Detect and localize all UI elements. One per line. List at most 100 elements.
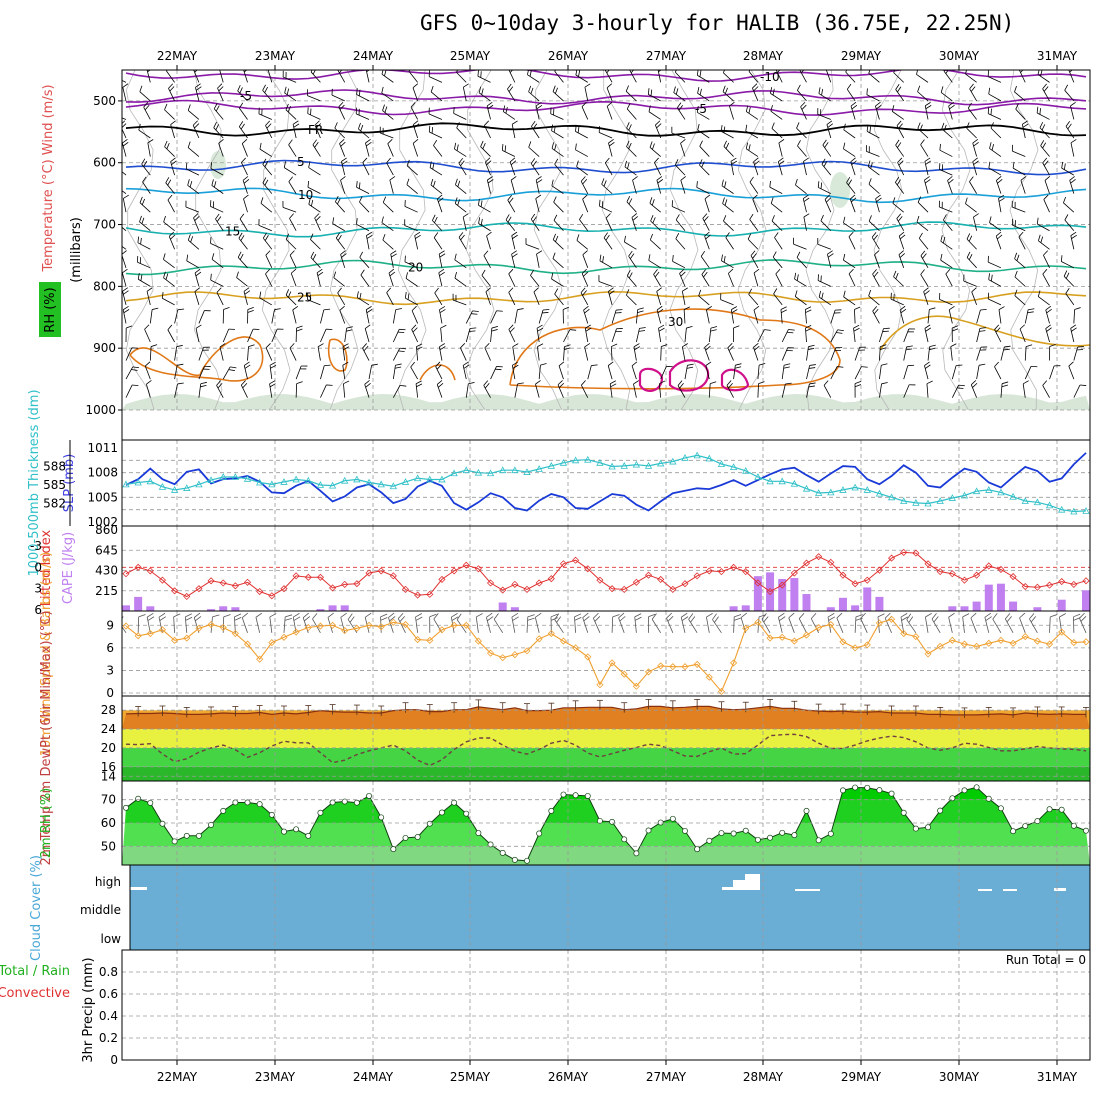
slp-tick-label: 1005 xyxy=(87,490,118,504)
wind-barb-shaft xyxy=(195,328,200,343)
thickness-point xyxy=(814,489,823,496)
cloud-level-label: low xyxy=(101,932,122,946)
rh-point xyxy=(840,787,846,794)
wind-barb-feather xyxy=(837,366,844,368)
wind-barb xyxy=(428,125,443,139)
wind-barb-feather xyxy=(690,616,696,623)
wind-barb-feather xyxy=(891,105,895,112)
wind-barb-shaft xyxy=(995,235,1002,250)
wind-barb xyxy=(966,233,977,250)
wind-barb xyxy=(806,382,816,398)
wind-barb xyxy=(781,329,795,343)
wind-barb xyxy=(943,214,953,231)
wind-barb xyxy=(603,232,613,250)
x-tick-label-top: 28MAY xyxy=(743,49,784,63)
wind-barb xyxy=(410,102,418,120)
rh-point xyxy=(390,846,397,853)
wind-barb-feather xyxy=(177,363,184,366)
wind-barb-shaft xyxy=(308,167,321,176)
wind-barb-shaft xyxy=(438,254,443,268)
wind-barb-shaft xyxy=(818,296,832,306)
wind-barb-shaft xyxy=(241,143,248,157)
wind-barb-feather xyxy=(1014,252,1018,259)
x-tick-label-top: 27MAY xyxy=(646,49,687,63)
wind-barb xyxy=(342,361,349,380)
wind-barb-feather xyxy=(940,253,943,261)
wind-barb-shaft xyxy=(429,167,443,176)
wind-barb-feather xyxy=(302,612,309,618)
wind-barb-feather xyxy=(262,177,267,184)
wind-barb-feather xyxy=(653,269,658,275)
wind-barb-feather xyxy=(667,616,674,622)
wind-barb xyxy=(406,159,418,176)
wind-barb-feather xyxy=(259,291,262,298)
wind-barb-feather xyxy=(968,235,973,242)
wind-barb xyxy=(507,83,516,102)
thickness-point xyxy=(243,474,252,482)
wind-barb-shaft xyxy=(265,273,273,287)
wind-barb xyxy=(139,215,151,232)
wind-barb-shaft xyxy=(826,124,832,139)
wind-barb-feather xyxy=(1077,346,1084,348)
wind-barb xyxy=(704,194,711,213)
wind-barb-shaft xyxy=(608,291,613,306)
wind-barb-shaft xyxy=(657,70,662,83)
wind-barb-feather xyxy=(799,70,801,71)
wind-barb-feather xyxy=(187,104,191,111)
wind-barb-feather xyxy=(457,199,460,206)
wind-barb xyxy=(582,612,590,633)
wind-barb xyxy=(462,213,469,231)
wind-barb xyxy=(382,233,394,250)
wind-barb-feather xyxy=(389,176,396,181)
wind-barb xyxy=(701,269,710,287)
wind-barb-shaft xyxy=(289,218,297,231)
wind-barb-feather xyxy=(722,85,726,92)
cape-bar xyxy=(778,578,787,611)
thickness-point xyxy=(353,475,361,483)
wind-barb-feather xyxy=(310,70,313,73)
wind-barb-feather xyxy=(469,327,477,329)
wind-barb-shaft xyxy=(184,616,188,633)
wind-barb-shaft xyxy=(1073,309,1076,324)
rh-contour xyxy=(669,70,699,411)
wind-barb-shaft xyxy=(605,217,613,231)
wind-barb-shaft xyxy=(141,163,151,176)
wind-barb-shaft xyxy=(337,292,346,306)
wind-barb xyxy=(793,237,807,250)
wind-barb-shaft xyxy=(358,128,370,139)
wind-barb-feather xyxy=(536,104,543,110)
wind-barb-shaft xyxy=(906,619,917,634)
wind-barb-feather xyxy=(648,105,651,112)
wind-barb xyxy=(388,612,396,633)
wind-barb-feather xyxy=(259,142,262,150)
wind-barb xyxy=(1063,196,1075,213)
wind-barb xyxy=(563,344,571,361)
wind-barb-feather xyxy=(481,269,486,276)
wind-barb-feather xyxy=(164,103,168,110)
wind-barb-feather xyxy=(624,160,627,168)
wind-barb-shaft xyxy=(965,203,977,213)
wind-barb-feather xyxy=(487,176,493,181)
wind-barb xyxy=(650,215,661,232)
wind-barb-shaft xyxy=(673,92,686,102)
thickness-point xyxy=(474,468,483,476)
wind-barb-shaft xyxy=(747,238,759,250)
x-tick-label-bottom: 27MAY xyxy=(646,1070,687,1084)
wind-barb xyxy=(236,271,248,287)
wind-barb xyxy=(757,363,766,380)
wind-barb-shaft xyxy=(285,239,297,250)
wind-barb-feather xyxy=(698,289,702,296)
wind-barb-feather xyxy=(137,236,140,243)
cape-bar xyxy=(863,587,872,611)
wind-barb xyxy=(339,138,346,157)
wind-barb-feather xyxy=(243,178,250,184)
wind-barb-feather xyxy=(734,614,742,618)
wind-barb xyxy=(727,268,734,287)
wind-barb-shaft xyxy=(989,148,1002,157)
thickness-point xyxy=(693,451,701,459)
wind-barb xyxy=(1037,290,1050,306)
wind-barb xyxy=(478,217,491,232)
wind-barb xyxy=(970,612,978,633)
